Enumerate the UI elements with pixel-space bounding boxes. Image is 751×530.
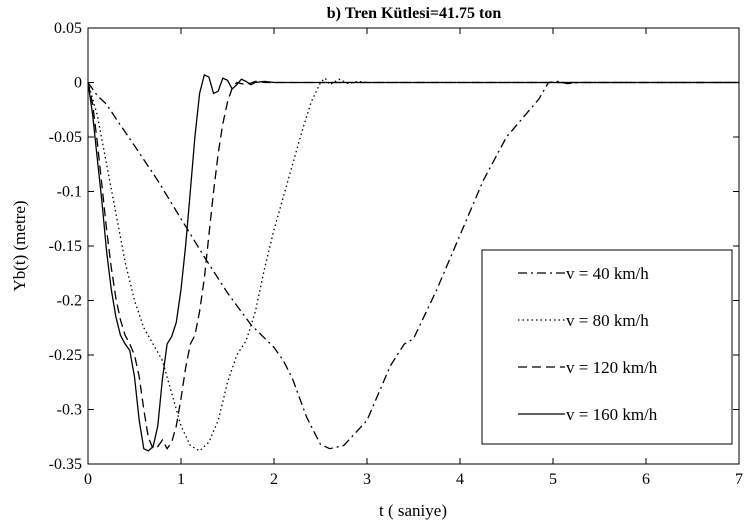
- x-tick-label: 1: [177, 471, 185, 488]
- y-axis-label: Yb(t) (metre): [10, 200, 29, 291]
- y-tick-label: -0.25: [49, 347, 82, 364]
- x-tick-label: 5: [549, 471, 557, 488]
- legend-label-1: v = 40 km/h: [566, 264, 649, 283]
- y-tick-label: 0: [74, 75, 82, 92]
- y-tick-label: -0.35: [49, 456, 82, 473]
- x-tick-label: 6: [642, 471, 650, 488]
- series-line-3: [87, 80, 739, 450]
- legend-box: [481, 249, 733, 445]
- legend-label-3: v = 120 km/h: [566, 358, 658, 377]
- legend: v = 40 km/h v = 80 km/h v = 120 km/h v = 16…: [481, 249, 733, 445]
- x-tick-label: 0: [84, 471, 92, 488]
- chart-title: b) Tren Kütlesi=41.75 ton: [327, 5, 502, 22]
- x-axis: 0 1 2 3 4 5 6 7: [84, 28, 743, 488]
- series-line-1: [87, 80, 739, 450]
- series-line-4: [87, 73, 739, 452]
- x-tick-label: 2: [270, 471, 278, 488]
- y-tick-label: 0.05: [54, 20, 82, 37]
- y-axis: 0.05 0 -0.05 -0.1 -0.15 -0.2 -0.25 -0.3 -0.35: [49, 20, 739, 473]
- x-tick-label: 7: [735, 471, 743, 488]
- y-tick-label: -0.2: [57, 293, 82, 310]
- y-tick-label: -0.3: [57, 402, 82, 419]
- y-tick-label: -0.15: [49, 238, 82, 255]
- y-tick-label: -0.1: [57, 184, 82, 201]
- x-tick-label: 3: [363, 471, 371, 488]
- y-tick-label: -0.05: [49, 129, 82, 146]
- x-axis-label: t ( saniye): [379, 501, 447, 520]
- legend-label-4: v = 160 km/h: [566, 405, 658, 424]
- legend-label-2: v = 80 km/h: [566, 311, 649, 330]
- series-lines: [87, 73, 739, 452]
- x-tick-label: 4: [456, 471, 464, 488]
